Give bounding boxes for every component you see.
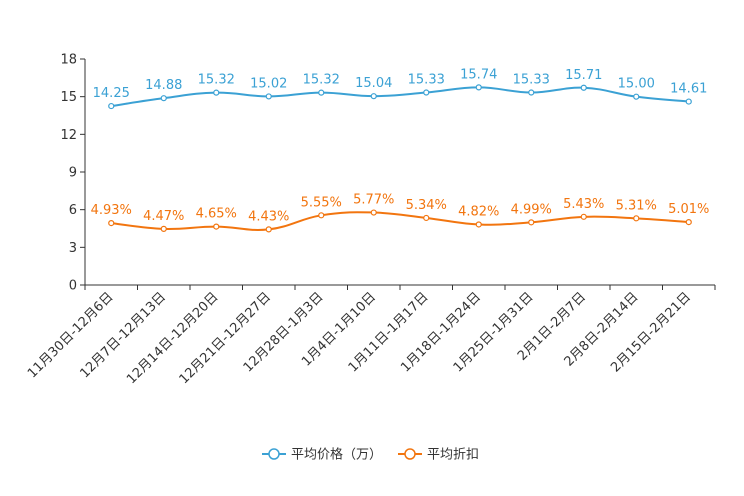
data-label: 4.82% bbox=[458, 204, 499, 219]
y-tick-label: 6 bbox=[69, 203, 77, 218]
data-label: 14.88 bbox=[145, 78, 182, 93]
y-tick-label: 9 bbox=[69, 166, 77, 181]
data-label: 15.32 bbox=[303, 73, 340, 88]
data-point[interactable] bbox=[370, 93, 377, 100]
data-label: 5.01% bbox=[668, 202, 709, 217]
data-point[interactable] bbox=[685, 98, 692, 105]
data-point[interactable] bbox=[160, 225, 167, 232]
data-label: 15.74 bbox=[460, 67, 497, 82]
data-point[interactable] bbox=[160, 95, 167, 102]
x-axis: 11月30日-12月6日12月7日-12月13日12月14日-12月20日12月… bbox=[25, 284, 716, 387]
data-label: 5.34% bbox=[406, 198, 447, 213]
y-tick-label: 12 bbox=[60, 128, 77, 143]
y-tick-label: 18 bbox=[60, 53, 77, 68]
data-point[interactable] bbox=[108, 220, 115, 227]
data-label: 4.99% bbox=[511, 202, 552, 217]
data-point[interactable] bbox=[633, 93, 640, 100]
data-label: 4.43% bbox=[248, 209, 289, 224]
data-label: 15.00 bbox=[618, 77, 655, 92]
data-point[interactable] bbox=[370, 209, 377, 216]
data-label-layer: 14.25 14.88 15.32 15.02 15.32 15.04 15.33 15.74… bbox=[91, 67, 710, 224]
y-axis: 0 3 6 9 12 15 18 bbox=[60, 53, 86, 294]
data-point[interactable] bbox=[685, 218, 692, 226]
data-point[interactable] bbox=[318, 89, 325, 96]
x-category-label: 12月21日-12月27日 bbox=[177, 290, 274, 387]
legend-circle-icon bbox=[404, 448, 416, 460]
data-point[interactable] bbox=[108, 102, 115, 110]
x-category-label: 12月14日-12月20日 bbox=[124, 290, 221, 387]
data-point[interactable] bbox=[423, 89, 430, 96]
data-point[interactable] bbox=[265, 93, 272, 100]
data-label: 15.32 bbox=[198, 73, 235, 88]
legend-circle-icon bbox=[268, 448, 280, 460]
data-point[interactable] bbox=[475, 221, 482, 228]
series-line-1 bbox=[111, 211, 689, 231]
data-point[interactable] bbox=[528, 219, 535, 226]
x-category-label: 11月30日-12月6日 bbox=[25, 290, 117, 382]
data-point[interactable] bbox=[475, 84, 482, 91]
data-point[interactable] bbox=[633, 215, 640, 222]
data-label: 5.55% bbox=[301, 195, 342, 210]
y-tick-label: 3 bbox=[69, 241, 77, 256]
data-point[interactable] bbox=[423, 214, 430, 222]
legend-item-1[interactable]: 平均折扣 bbox=[398, 448, 479, 463]
legend-label: 平均价格（万） bbox=[291, 447, 382, 463]
data-label: 4.65% bbox=[196, 207, 237, 222]
data-label: 15.33 bbox=[513, 73, 550, 88]
data-label: 15.71 bbox=[565, 68, 602, 83]
data-label: 4.47% bbox=[143, 209, 184, 224]
data-label: 15.04 bbox=[355, 76, 392, 91]
data-label: 5.31% bbox=[616, 198, 657, 213]
data-point[interactable] bbox=[213, 89, 220, 96]
data-label: 5.43% bbox=[563, 197, 604, 212]
series-line-0 bbox=[111, 86, 689, 108]
data-point[interactable] bbox=[580, 213, 587, 220]
legend-item-0[interactable]: 平均价格（万） bbox=[262, 447, 382, 463]
data-point[interactable] bbox=[528, 89, 535, 96]
data-label: 15.33 bbox=[408, 73, 445, 88]
data-label: 15.02 bbox=[250, 76, 287, 91]
data-point[interactable] bbox=[318, 212, 325, 219]
data-point[interactable] bbox=[265, 226, 272, 233]
data-label: 14.61 bbox=[670, 82, 707, 97]
legend: 平均价格（万） 平均折扣 bbox=[262, 447, 479, 463]
series-layer bbox=[108, 84, 692, 233]
data-point[interactable] bbox=[213, 223, 220, 230]
y-tick-label: 15 bbox=[60, 90, 77, 105]
y-tick-label: 0 bbox=[69, 279, 77, 294]
data-label: 14.25 bbox=[93, 86, 130, 101]
data-label: 5.77% bbox=[353, 193, 394, 208]
data-point[interactable] bbox=[580, 84, 587, 91]
legend-label: 平均折扣 bbox=[427, 448, 479, 463]
data-label: 4.93% bbox=[91, 203, 132, 218]
